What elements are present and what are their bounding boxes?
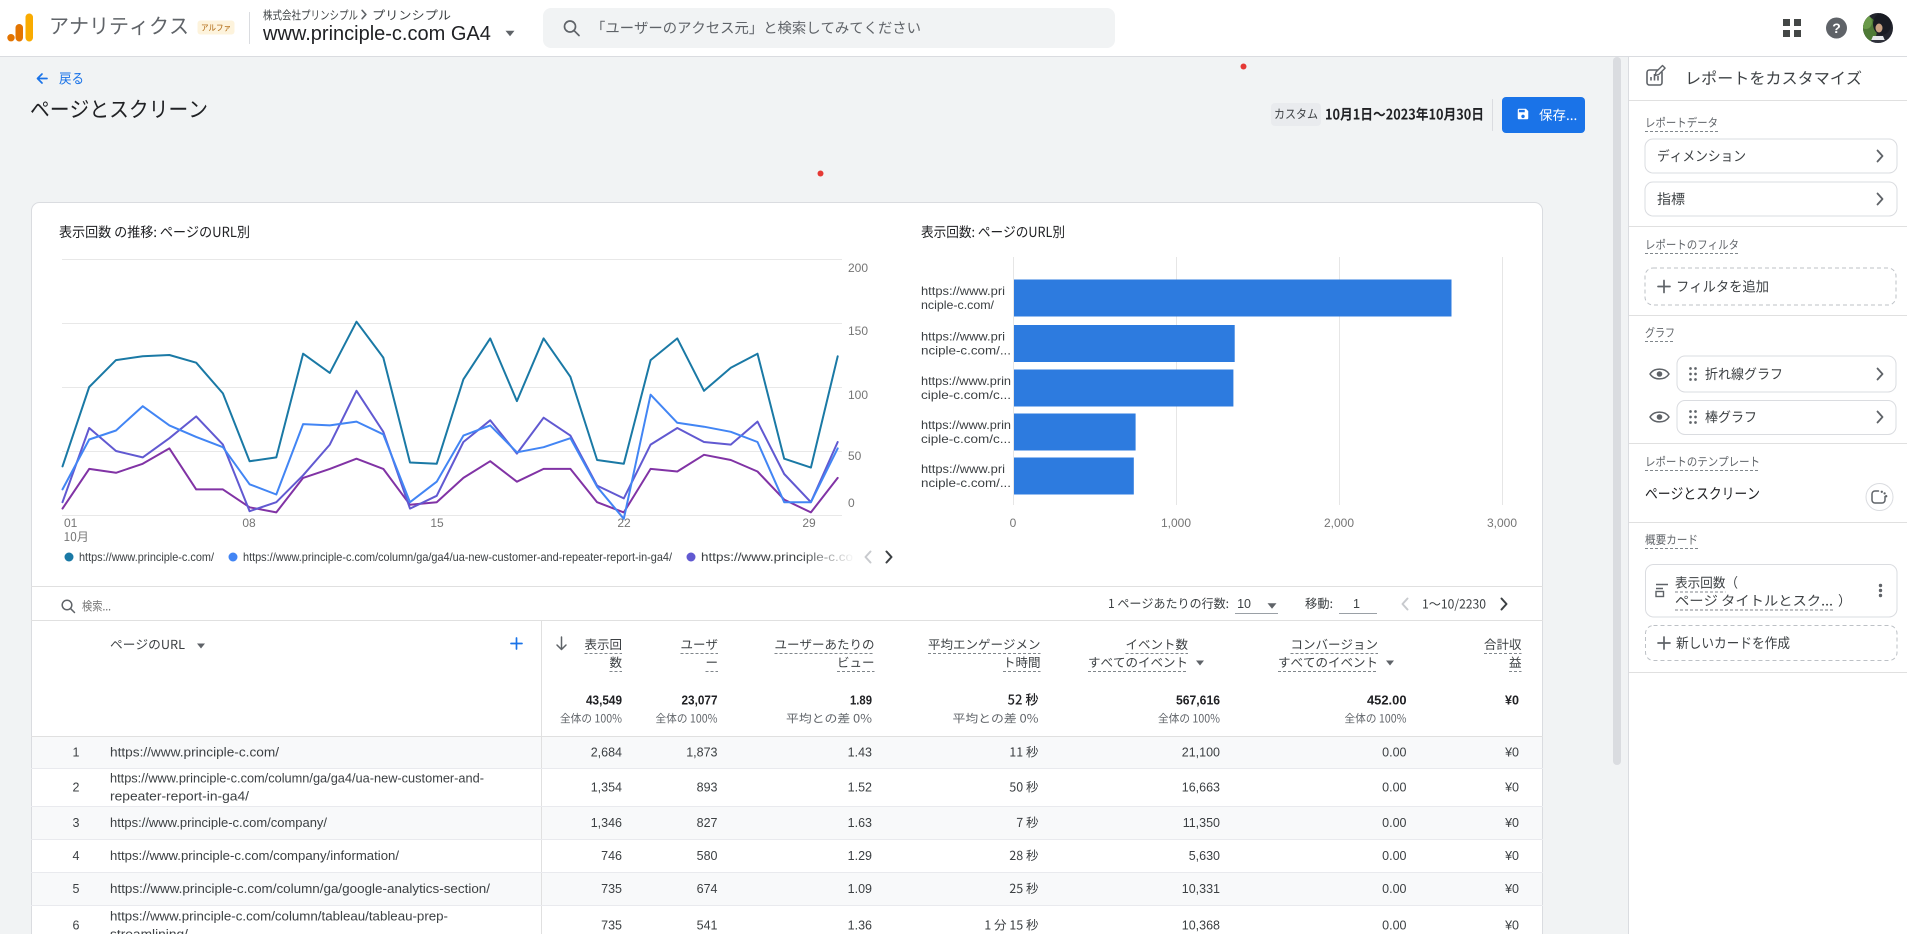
svg-text:200: 200 <box>848 261 868 275</box>
svg-text:746: 746 <box>601 849 622 863</box>
svg-text:1.63: 1.63 <box>848 816 872 830</box>
svg-text:3,000: 3,000 <box>1487 516 1517 530</box>
svg-text:674: 674 <box>697 882 718 896</box>
svg-text:0: 0 <box>1010 516 1017 530</box>
svg-text:50: 50 <box>848 449 862 463</box>
svg-text:0.00: 0.00 <box>1382 882 1406 896</box>
svg-text:0.00: 0.00 <box>1382 849 1406 863</box>
svg-text:nciple-c.com/...: nciple-c.com/... <box>921 476 1011 490</box>
svg-text:452.00: 452.00 <box>1367 693 1407 708</box>
svg-text:nciple-c.com/: nciple-c.com/ <box>921 298 995 312</box>
svg-text:150: 150 <box>848 324 868 338</box>
svg-text:¥0: ¥0 <box>1505 693 1519 708</box>
svg-text:0.00: 0.00 <box>1382 816 1406 830</box>
svg-text:15: 15 <box>430 516 444 530</box>
svg-text:1,354: 1,354 <box>591 781 622 795</box>
svg-text:¥0: ¥0 <box>1504 746 1519 760</box>
svg-text:streamlining/: streamlining/ <box>110 927 188 934</box>
svg-text:repeater-report-in-ga4/: repeater-report-in-ga4/ <box>110 789 249 804</box>
svg-text:https://www.prin: https://www.prin <box>921 374 1011 388</box>
svg-text:https://www.principle-c.com/co: https://www.principle-c.com/column/ga/ga… <box>110 771 484 786</box>
svg-text:https://www.principle-c.com/: https://www.principle-c.com/ <box>110 745 279 760</box>
svg-text:0.00: 0.00 <box>1382 781 1406 795</box>
svg-text:735: 735 <box>601 882 622 896</box>
svg-text:1.89: 1.89 <box>850 693 872 708</box>
svg-text:1.52: 1.52 <box>848 781 872 795</box>
svg-text:1.29: 1.29 <box>848 849 872 863</box>
svg-text:¥0: ¥0 <box>1504 816 1519 830</box>
svg-text:3: 3 <box>73 816 80 830</box>
svg-text:541: 541 <box>697 919 718 933</box>
svg-text:10,368: 10,368 <box>1182 919 1220 933</box>
svg-text:0.00: 0.00 <box>1382 746 1406 760</box>
svg-text:43,549: 43,549 <box>586 693 622 708</box>
svg-text:1: 1 <box>1353 597 1360 611</box>
svg-text:16,663: 16,663 <box>1182 781 1220 795</box>
svg-text:11,350: 11,350 <box>1183 816 1220 830</box>
svg-text:https://www.pri: https://www.pri <box>921 462 1005 476</box>
svg-text:1: 1 <box>73 746 80 760</box>
svg-text:893: 893 <box>697 781 718 795</box>
svg-text:https://www.principle-c.com/: https://www.principle-c.com/ <box>79 550 215 564</box>
svg-text:100: 100 <box>848 388 868 402</box>
svg-text:www.principle-c.com GA4: www.principle-c.com GA4 <box>262 23 491 45</box>
svg-text:https://www.principle-c.com/co: https://www.principle-c.com/column/table… <box>110 909 448 924</box>
svg-text:https://www.pri: https://www.pri <box>921 330 1005 344</box>
svg-text:nciple-c.com/...: nciple-c.com/... <box>921 344 1011 358</box>
svg-text:735: 735 <box>601 919 622 933</box>
svg-text:580: 580 <box>697 849 718 863</box>
svg-text:¥0: ¥0 <box>1504 849 1519 863</box>
svg-text:1,873: 1,873 <box>686 746 717 760</box>
svg-text:6: 6 <box>73 919 80 933</box>
svg-text:https://www.pri: https://www.pri <box>921 284 1005 298</box>
svg-text:567,616: 567,616 <box>1176 693 1220 708</box>
svg-text:¥0: ¥0 <box>1504 781 1519 795</box>
svg-text:29: 29 <box>802 516 816 530</box>
svg-text:0: 0 <box>848 496 855 510</box>
svg-text:22: 22 <box>617 516 631 530</box>
svg-text:https://www.principle-c.com/co: https://www.principle-c.com/company/ <box>110 815 327 830</box>
svg-text:1,000: 1,000 <box>1161 516 1191 530</box>
svg-text:2,684: 2,684 <box>591 746 622 760</box>
svg-text:0.00: 0.00 <box>1382 919 1406 933</box>
svg-text:https://www.principle-c.com/co: https://www.principle-c.com/column/ga/ga… <box>243 550 673 564</box>
svg-text:10,331: 10,331 <box>1182 882 1220 896</box>
svg-text:21,100: 21,100 <box>1182 746 1220 760</box>
svg-text:5,630: 5,630 <box>1189 849 1220 863</box>
svg-text:https://www.principle-c.com/co: https://www.principle-c.com/column/ga/go… <box>110 881 490 896</box>
svg-text:5: 5 <box>73 882 80 896</box>
svg-text:ciple-c.com/c...: ciple-c.com/c... <box>921 388 1011 402</box>
svg-text:1.36: 1.36 <box>848 919 872 933</box>
svg-text:01: 01 <box>64 516 78 530</box>
svg-text:4: 4 <box>73 849 80 863</box>
svg-text:1.43: 1.43 <box>848 746 872 760</box>
svg-text:2,000: 2,000 <box>1324 516 1354 530</box>
svg-text:¥0: ¥0 <box>1504 919 1519 933</box>
svg-text:ciple-c.com/c...: ciple-c.com/c... <box>921 432 1011 446</box>
svg-text:23,077: 23,077 <box>682 693 718 708</box>
svg-text:1,346: 1,346 <box>591 816 622 830</box>
svg-text:08: 08 <box>242 516 256 530</box>
svg-text:?: ? <box>1832 20 1841 36</box>
svg-text:1.09: 1.09 <box>848 882 872 896</box>
svg-text:https://www.prin: https://www.prin <box>921 418 1011 432</box>
svg-text:10: 10 <box>1237 597 1251 611</box>
svg-text:2: 2 <box>73 781 80 795</box>
svg-text:https://www.principle-c.com/co: https://www.principle-c.com/company/info… <box>110 848 399 863</box>
svg-text:¥0: ¥0 <box>1504 882 1519 896</box>
svg-text:827: 827 <box>697 816 718 830</box>
